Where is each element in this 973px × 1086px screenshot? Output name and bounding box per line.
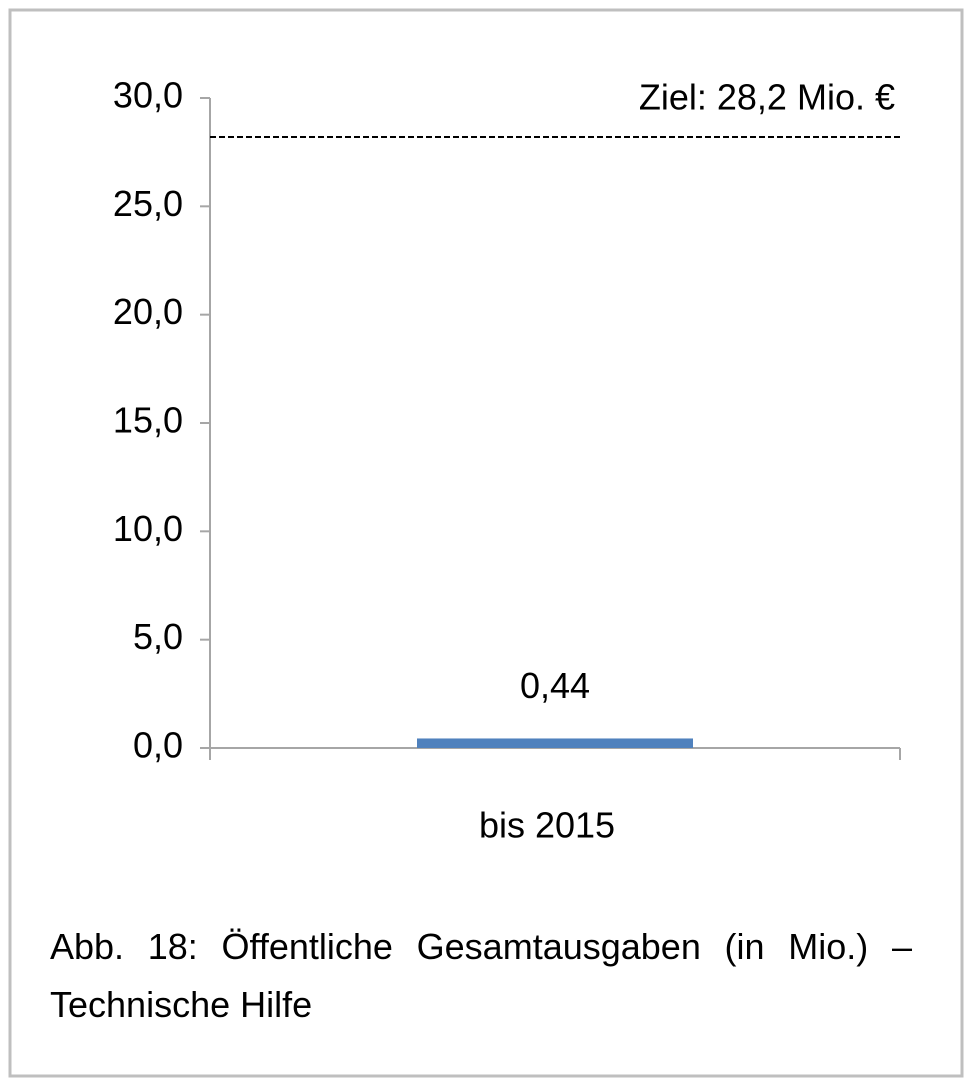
x-tick-label: bis 2015 [479, 805, 615, 846]
caption: Abb. 18: Öffentliche Gesamtausgaben (in … [50, 926, 912, 1025]
y-tick-label: 30,0 [113, 75, 183, 116]
data-label: 0,44 [520, 665, 590, 706]
frame [8, 8, 964, 1078]
y-tick-label: 0,0 [133, 725, 183, 766]
y-tick-label: 15,0 [113, 400, 183, 441]
bar [417, 738, 693, 748]
y-tick-label: 5,0 [133, 616, 183, 657]
y-tick-label: 10,0 [113, 508, 183, 549]
y-tick-label: 25,0 [113, 183, 183, 224]
y-tick-label: 20,0 [113, 291, 183, 332]
reference-label: Ziel: 28,2 Mio. € [639, 77, 895, 118]
